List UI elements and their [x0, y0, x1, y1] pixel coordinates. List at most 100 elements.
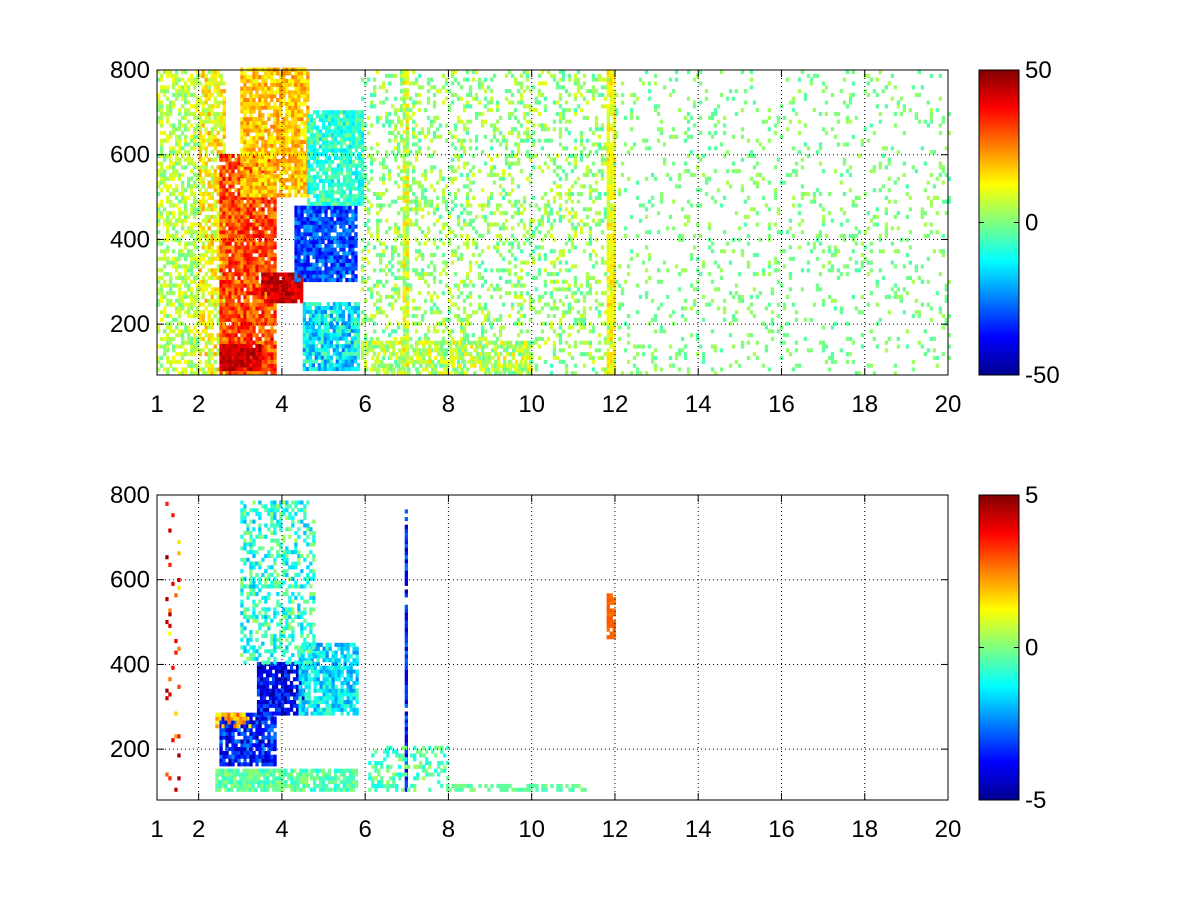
heatmap-cell	[314, 355, 318, 360]
heatmap-cell	[417, 241, 422, 246]
heatmap-cell	[288, 174, 292, 179]
heatmap-cell	[243, 90, 247, 95]
heatmap-cell	[261, 124, 265, 129]
heatmap-cell	[417, 73, 422, 78]
heatmap-cell	[249, 344, 253, 349]
heatmap-cell	[400, 233, 404, 238]
heatmap-cell	[240, 159, 244, 164]
heatmap-cell	[255, 203, 259, 208]
heatmap-cell	[305, 302, 309, 307]
heatmap-cell	[166, 348, 170, 353]
heatmap-cell	[336, 156, 341, 161]
heatmap-cell	[441, 336, 446, 341]
heatmap-cell	[364, 165, 368, 170]
heatmap-cell	[237, 310, 241, 315]
heatmap-cell	[267, 336, 271, 341]
heatmap-cell	[210, 336, 214, 341]
heatmap-cell	[219, 214, 223, 219]
heatmap-cell	[360, 129, 365, 134]
heatmap-cell	[465, 199, 470, 204]
heatmap-cell	[420, 253, 425, 258]
heatmap-cell	[462, 108, 467, 113]
heatmap-cell	[303, 220, 307, 225]
heatmap-cell	[207, 184, 211, 189]
heatmap-cell	[450, 169, 455, 174]
heatmap-cell	[327, 163, 332, 168]
heatmap-cell	[216, 264, 220, 269]
heatmap-cell	[285, 109, 289, 114]
heatmap-cell	[157, 329, 161, 334]
heatmap-cell	[400, 81, 404, 86]
heatmap-cell	[300, 220, 304, 225]
heatmap-cell	[480, 123, 485, 128]
heatmap-cell	[267, 193, 271, 198]
heatmap-cell	[423, 279, 428, 284]
heatmap-cell	[330, 190, 335, 195]
heatmap-cell	[333, 213, 337, 218]
heatmap-cell	[417, 203, 422, 208]
heatmap-cell	[354, 167, 359, 172]
heatmap-cell	[160, 336, 164, 341]
heatmap-cell	[453, 134, 458, 139]
heatmap-cell	[255, 128, 259, 133]
heatmap-cell	[240, 151, 244, 156]
heatmap-cell	[201, 138, 205, 143]
heatmap-cell	[228, 367, 232, 372]
heatmap-cell	[330, 247, 334, 252]
heatmap-cell	[213, 199, 217, 204]
heatmap-cell	[160, 138, 164, 143]
heatmap-cell	[222, 81, 226, 86]
heatmap-cell	[332, 351, 336, 356]
heatmap-cell	[459, 279, 464, 284]
heatmap-cell	[306, 278, 310, 283]
heatmap-cell	[240, 86, 244, 91]
heatmap-cell	[261, 169, 265, 174]
heatmap-cell	[297, 139, 301, 144]
heatmap-cell	[347, 340, 351, 345]
heatmap-cell	[354, 255, 358, 260]
heatmap-cell	[345, 262, 349, 267]
heatmap-cell	[193, 363, 197, 368]
heatmap-cell	[412, 70, 416, 75]
heatmap-cell	[252, 272, 256, 277]
heatmap-cell	[184, 157, 188, 162]
heatmap-cell	[249, 241, 253, 246]
heatmap-cell	[258, 268, 262, 273]
heatmap-cell	[204, 245, 208, 250]
heatmap-cell	[336, 255, 340, 260]
heatmap-cell	[351, 201, 356, 206]
heatmap-cell	[213, 123, 217, 128]
heatmap-cell	[169, 233, 173, 238]
heatmap-cell	[309, 270, 313, 275]
heatmap-cell	[255, 82, 259, 87]
heatmap-cell	[471, 180, 476, 185]
heatmap-cell	[187, 314, 191, 319]
heatmap-cell	[184, 371, 188, 376]
heatmap-cell	[204, 108, 208, 113]
heatmap-cell	[341, 332, 345, 337]
heatmap-cell	[306, 167, 311, 172]
heatmap-cell	[228, 344, 232, 349]
heatmap-cell	[435, 329, 440, 334]
heatmap-cell	[243, 109, 247, 114]
heatmap-cell	[181, 85, 185, 90]
heatmap-cell	[474, 230, 479, 235]
heatmap-cell	[426, 115, 431, 120]
heatmap-cell	[169, 321, 173, 326]
heatmap-cell	[216, 119, 220, 124]
heatmap-cell	[267, 75, 271, 80]
heatmap-cell	[379, 256, 383, 261]
heatmap-cell	[157, 104, 161, 109]
heatmap-cell	[252, 218, 256, 223]
heatmap-cell	[320, 317, 324, 322]
heatmap-cell	[234, 329, 238, 334]
heatmap-cell	[391, 256, 395, 261]
heatmap-cell	[204, 188, 208, 193]
heatmap-cell	[204, 329, 208, 334]
heatmap-cell	[240, 222, 244, 227]
heatmap-cell	[231, 176, 235, 181]
heatmap-cell	[309, 205, 313, 210]
heatmap-cell	[237, 230, 241, 235]
heatmap-cell	[420, 207, 425, 212]
heatmap-cell	[335, 340, 339, 345]
